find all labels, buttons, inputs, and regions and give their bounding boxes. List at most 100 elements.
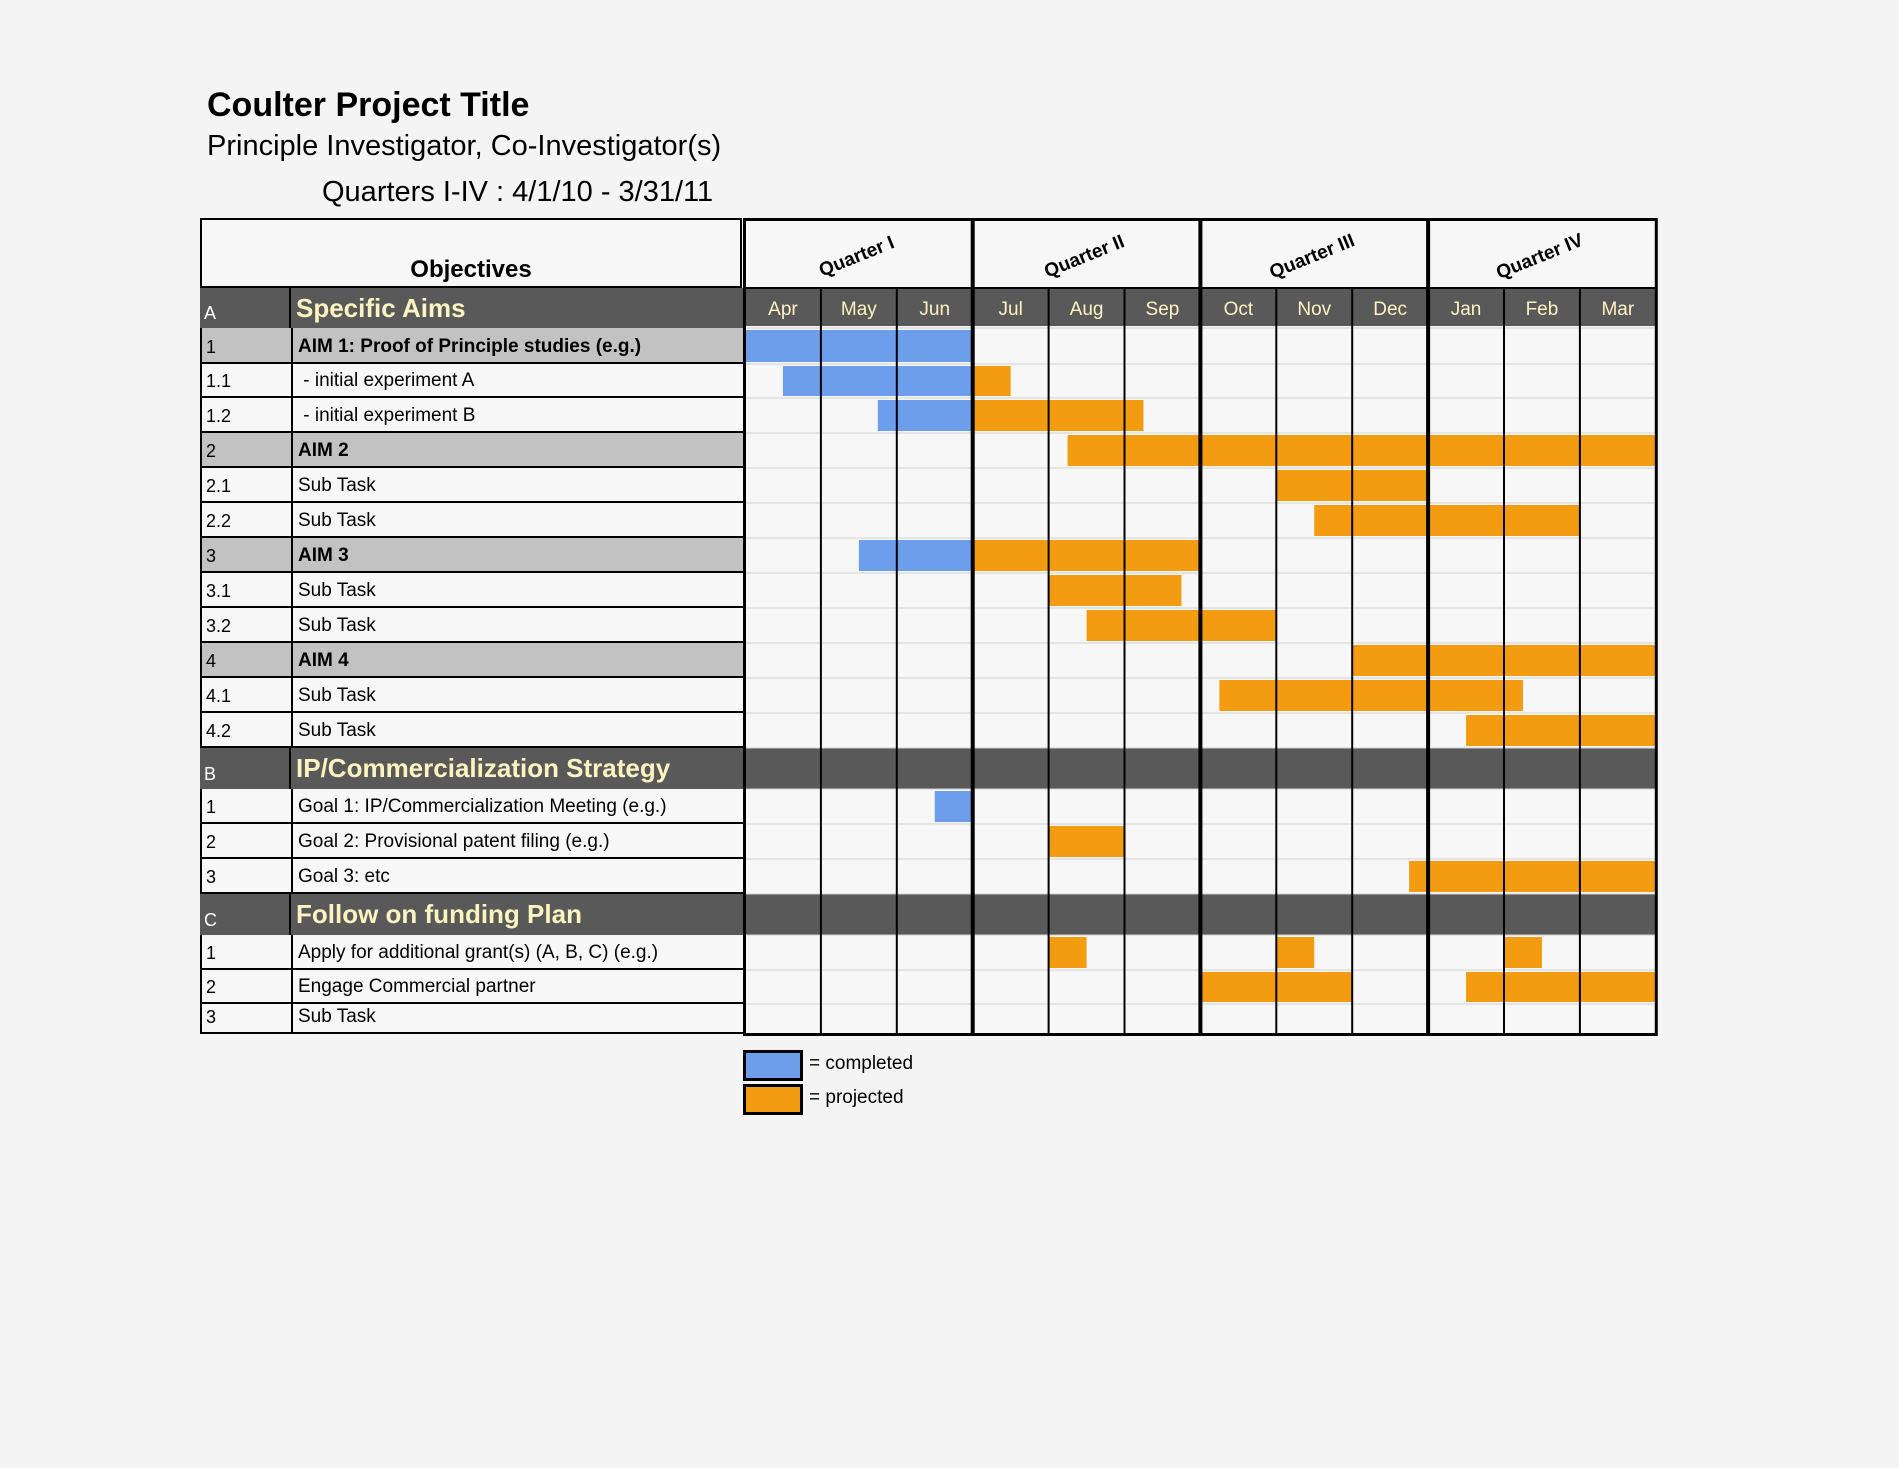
task-row: 1.1 - initial experiment A [200,364,744,398]
row-number: B [200,748,291,789]
row-label: AIM 3 [298,545,349,566]
project-title: Coulter Project Title [207,86,530,124]
aim-row: 1 AIM 1: Proof of Principle studies (e.g.… [200,328,744,364]
row-label: Sub Task [298,685,376,706]
row-label: Goal 2: Provisional patent filing (e.g.) [298,831,610,852]
month-label: Oct [1224,299,1254,320]
projected-bar [1314,505,1580,536]
completed-bar [745,330,973,362]
row-label: Sub Task [298,720,376,741]
aim-row: 4 AIM 4 [200,643,744,678]
row-number: 3 [202,1004,293,1032]
objectives-table: Objectives A Specific Aims 1 AIM 1: Proof o… [200,218,744,1034]
completed-bar [858,540,973,571]
row-label: Sub Task [298,475,376,496]
task-row: 4.2 Sub Task [200,713,744,748]
projected-bar [1219,680,1523,711]
objectives-header-label: Objectives [410,256,532,283]
projected-bar [972,366,1011,396]
row-number: 2 [202,970,293,1002]
row-number: 1 [202,935,293,968]
task-row: 2.2 Sub Task [200,503,744,538]
gantt-chart: Quarter I Quarter II Quarter III Quarter IV… [743,218,1658,1036]
legend-swatch-completed [743,1050,803,1081]
task-row: 4.1 Sub Task [200,678,744,713]
task-row: 2 Engage Commercial partner [200,970,744,1004]
row-label: Specific Aims [296,292,466,323]
projected-bar [1466,972,1656,1002]
row-number: A [200,288,291,328]
month-label: Dec [1373,299,1407,320]
row-number: 4 [202,643,293,676]
projected-bar [1086,610,1277,641]
projected-bar [1048,826,1125,857]
objectives-header: Objectives [200,218,742,288]
completed-bar [782,366,973,396]
gantt-frame [743,218,1658,1036]
month-label: Jul [999,299,1023,320]
row-label: Sub Task [298,580,376,601]
task-row: 3 Goal 3: etc [200,859,744,894]
legend-label-completed: = completed [809,1053,914,1074]
row-number: 3.2 [202,608,293,641]
aim-row: 3 AIM 3 [200,538,744,573]
row-number: 1.1 [202,364,293,396]
month-label: Apr [768,299,798,320]
quarters-range: Quarters I-IV : 4/1/10 - 3/31/11 [322,176,714,208]
project-subtitle: Principle Investigator, Co-Investigator(… [207,130,722,162]
section-row: C Follow on funding Plan [200,894,744,935]
month-label: May [841,299,877,320]
row-number: 4.1 [202,678,293,711]
projected-bar [1409,861,1656,892]
row-number: 2.2 [202,503,293,536]
row-label: AIM 1: Proof of Principle studies (e.g.) [298,336,642,357]
row-label: Engage Commercial partner [298,976,536,997]
row-number: 2 [202,433,293,466]
row-number: 1 [202,328,293,362]
month-label: Nov [1297,299,1331,320]
month-label: Jan [1451,299,1482,320]
row-number: 1.2 [202,398,293,431]
completed-bar [934,791,973,822]
row-label: Goal 3: etc [298,866,390,887]
projected-bar [1048,937,1087,968]
row-label: AIM 4 [298,650,349,671]
row-label: Apply for additional grant(s) (A, B, C) … [298,942,659,963]
legend-swatch-projected [743,1084,803,1115]
row-label: - initial experiment B [298,405,476,426]
row-number: C [200,894,291,935]
row-label: IP/Commercialization Strategy [296,753,671,783]
completed-bar [877,400,973,431]
row-label: AIM 2 [298,440,349,461]
row-label: Sub Task [298,615,376,636]
month-label: Feb [1526,299,1559,320]
section-row: B IP/Commercialization Strategy [200,748,744,789]
section-row: A Specific Aims [200,288,744,328]
month-label: Jun [919,299,950,320]
task-row: 2.1 Sub Task [200,468,744,503]
row-label: - initial experiment A [298,370,475,391]
task-row: 3 Sub Task [200,1004,744,1034]
task-row: 1.2 - initial experiment B [200,398,744,433]
row-number: 3.1 [202,573,293,606]
month-label: Mar [1601,299,1634,320]
row-label: Sub Task [298,510,376,531]
projected-bar [1067,435,1656,466]
row-label: Follow on funding Plan [296,899,582,929]
row-number: 3 [202,859,293,892]
projected-bar [1504,937,1542,968]
row-number: 2.1 [202,468,293,501]
month-label: Sep [1146,299,1180,320]
row-label: Sub Task [298,1006,376,1027]
projected-bar [1276,937,1315,968]
projected-bar [972,540,1201,571]
row-number: 4.2 [202,713,293,746]
projected-bar [1048,575,1182,606]
projected-bar [1466,715,1656,746]
month-label: Aug [1070,299,1104,320]
task-row: 1 Goal 1: IP/Commercialization Meeting (e… [200,789,744,824]
task-row: 3.2 Sub Task [200,608,744,643]
task-row: 1 Apply for additional grant(s) (A, B, C)… [200,935,744,970]
projected-bar [972,400,1144,431]
row-number: 3 [202,538,293,571]
